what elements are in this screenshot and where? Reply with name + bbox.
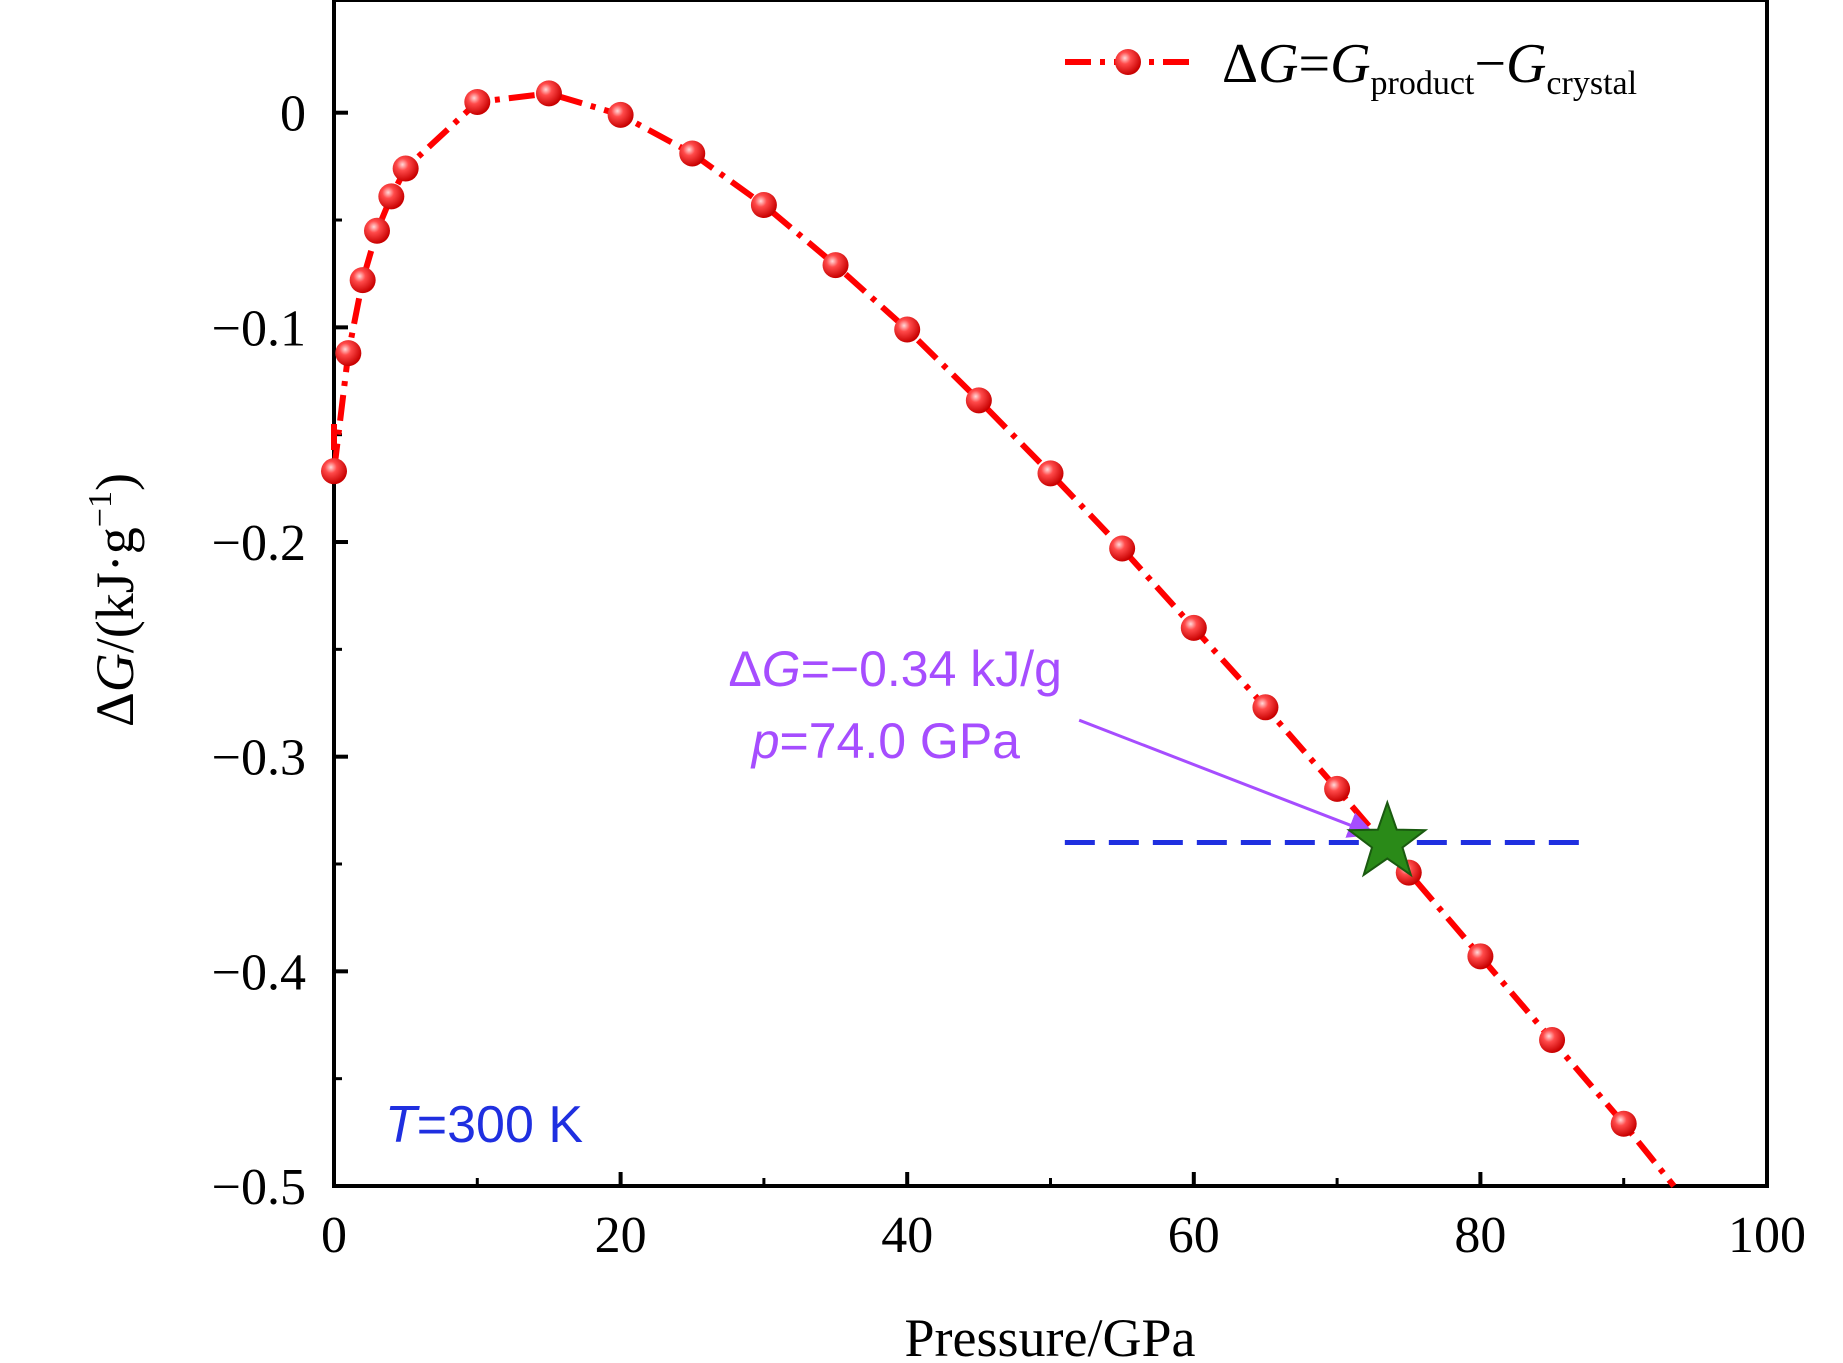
x-tick-label: 40 [881,1207,933,1264]
data-point [1467,943,1494,970]
data-point [1539,1027,1566,1054]
legend: ΔG=Gproduct−Gcrystal [1065,33,1637,102]
x-tick-label: 100 [1728,1207,1806,1264]
data-point [335,340,362,367]
annotation-delta-g: ΔG=−0.34 kJ/g [728,641,1062,697]
data-point [1037,460,1064,487]
plot-frame [332,0,1769,1188]
data-point [535,80,562,107]
y-tick-label: −0.3 [212,730,306,787]
data-point [822,252,849,279]
data-point [378,183,405,210]
data-point [894,316,921,343]
crossing-star-group [1346,799,1429,878]
data-point [750,192,777,219]
data-point [1610,1110,1637,1137]
axis-ticks [332,110,1769,1188]
data-point [392,155,419,182]
x-tick-label: 80 [1454,1207,1506,1264]
y-tick-label: −0.5 [212,1159,306,1216]
y-tick-label: −0.4 [212,944,306,1001]
data-point [363,217,390,244]
y-axis-label: ΔG/(kJ·g−1) [82,473,145,727]
y-tick-label: −0.2 [212,515,306,572]
series-markers [321,80,1637,1137]
annotation-pressure: p=74.0 GPa [750,713,1020,769]
series-lines [331,90,1677,1188]
annotation-arrow-group [1078,718,1376,838]
x-tick-label: 0 [321,1207,347,1264]
data-point [1109,535,1136,562]
legend-marker [1115,49,1141,75]
data-point [321,458,347,485]
x-axis-label: Pressure/GPa [905,1308,1196,1363]
legend-label: ΔG=Gproduct−Gcrystal [1222,33,1637,102]
data-point [464,88,491,115]
data-point [1324,775,1351,802]
y-tick-label: −0.1 [212,300,306,357]
x-tick-label: 20 [595,1207,647,1264]
data-point [607,101,634,128]
temperature-label: T=300 K [385,1096,583,1154]
series-line [331,90,1677,1188]
data-point [349,267,376,294]
crossing-star-marker [1346,799,1429,878]
x-tick-label: 60 [1168,1207,1220,1264]
data-point [1180,614,1207,641]
y-tick-label: 0 [280,86,306,143]
data-point [965,387,992,414]
annotation-arrow [1078,718,1376,838]
data-point [679,140,706,167]
tick-labels: 0 20 40 60 80 100 0 −0.1 −0.2 −0.3 −0.4 −0.5 [212,86,1806,1264]
data-point [1252,694,1279,721]
